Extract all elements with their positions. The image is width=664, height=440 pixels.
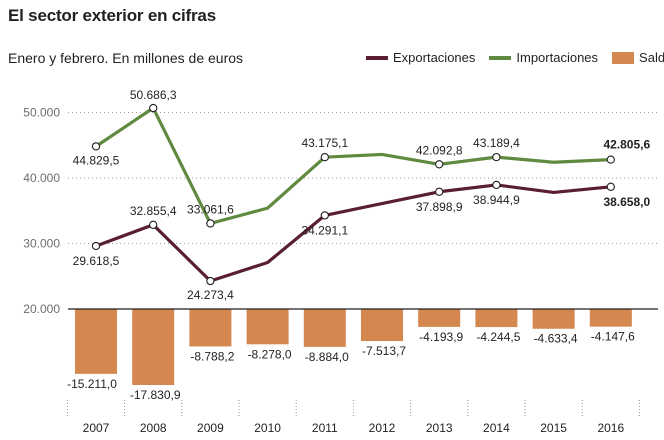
saldo-data-label: -4.193,9 — [419, 330, 463, 344]
exportaciones-data-label: 29.618,5 — [73, 254, 120, 268]
x-tick-label: 2009 — [197, 421, 224, 435]
exportaciones-line — [95, 183, 611, 283]
exportaciones-data-label: 34.291,1 — [301, 223, 348, 237]
chart-subtitle: Enero y febrero. En millones de euros — [8, 50, 244, 66]
saldo-data-label: -8.884,0 — [305, 350, 349, 364]
legend-item-exportaciones: Exportaciones — [366, 50, 475, 65]
saldo-bar — [475, 309, 518, 328]
importaciones-point — [606, 155, 615, 164]
y-tick-label: 50.000 — [23, 106, 60, 120]
importaciones-point — [91, 142, 101, 151]
importaciones-data-label: 33.061,6 — [187, 202, 234, 216]
saldo-bar — [589, 309, 632, 327]
x-tick-label: 2008 — [140, 421, 167, 435]
importaciones-data-label: 50.686,3 — [130, 88, 177, 102]
saldo-bar — [303, 309, 346, 347]
x-tick-label: 2014 — [483, 421, 510, 435]
legend-swatch-exportaciones — [366, 55, 388, 60]
importaciones-data-label: 44.829,5 — [73, 153, 120, 167]
legend-item-importaciones: Importaciones — [489, 50, 598, 65]
saldo-bar — [75, 309, 117, 374]
x-tick-label: 2007 — [83, 421, 110, 435]
x-tick-label: 2015 — [540, 421, 567, 435]
exportaciones-point — [492, 180, 501, 190]
legend-swatch-importaciones — [489, 55, 512, 60]
exportaciones-data-label: 38.658,0 — [603, 195, 650, 209]
exportaciones-point — [206, 276, 215, 286]
legend-label-exportaciones: Exportaciones — [393, 50, 476, 65]
saldo-data-label: -4.147,6 — [591, 330, 635, 344]
saldo-data-label: -8.278,0 — [248, 347, 292, 361]
legend-swatch-saldo — [612, 51, 635, 64]
saldo-data-label: -4.244,5 — [476, 330, 520, 344]
exportaciones-point — [149, 220, 158, 229]
importaciones-data-label: 42.092,8 — [416, 143, 463, 157]
saldo-bar — [532, 309, 575, 329]
exportaciones-data-label: 24.273,4 — [187, 288, 234, 302]
chart-title: El sector exterior en cifras — [8, 6, 216, 25]
importaciones-point — [149, 103, 158, 113]
importaciones-data-label: 42.805,6 — [603, 138, 650, 152]
importaciones-point — [435, 160, 444, 169]
exportaciones-data-label: 37.898,9 — [416, 200, 463, 214]
saldo-data-label: -8.788,2 — [190, 349, 234, 363]
saldo-bar — [418, 309, 461, 327]
x-tick-label: 2011 — [312, 421, 338, 435]
importaciones-line — [95, 106, 611, 226]
legend-label-saldo: Saldo — [639, 50, 664, 65]
exportaciones-point — [320, 211, 329, 220]
legend: Exportaciones Importaciones Saldo — [366, 50, 664, 65]
y-tick-label: 40.000 — [23, 171, 60, 185]
x-tick-label: 2016 — [597, 421, 624, 435]
importaciones-data-label: 43.189,4 — [473, 136, 520, 150]
x-tick-label: 2013 — [426, 421, 453, 435]
saldo-data-label: -7.513,7 — [362, 344, 406, 358]
x-tick-label: 2010 — [254, 421, 281, 435]
importaciones-point — [206, 219, 215, 228]
exportaciones-data-label: 32.855,4 — [130, 204, 177, 218]
importaciones-point — [492, 152, 501, 162]
importaciones-data-label: 43.175,1 — [301, 136, 348, 150]
importaciones-point — [320, 153, 329, 162]
exportaciones-data-label: 38.944,9 — [473, 193, 520, 207]
y-tick-label: 30.000 — [23, 237, 60, 251]
exportaciones-point — [435, 187, 444, 196]
y-tick-label: 20.000 — [23, 302, 60, 316]
saldo-bar — [132, 309, 175, 385]
saldo-data-label: -4.633,4 — [534, 332, 578, 346]
x-tick-label: 2012 — [369, 421, 396, 435]
saldo-data-label: -17.830,9 — [130, 388, 181, 402]
legend-label-importaciones: Importaciones — [516, 50, 599, 65]
saldo-data-label: -15.211,0 — [67, 377, 117, 391]
saldo-bar — [361, 309, 403, 342]
exportaciones-point — [91, 241, 101, 251]
exportaciones-point — [606, 182, 615, 191]
legend-item-saldo: Saldo — [612, 50, 664, 65]
saldo-bar — [246, 309, 289, 345]
saldo-bar — [189, 309, 232, 347]
